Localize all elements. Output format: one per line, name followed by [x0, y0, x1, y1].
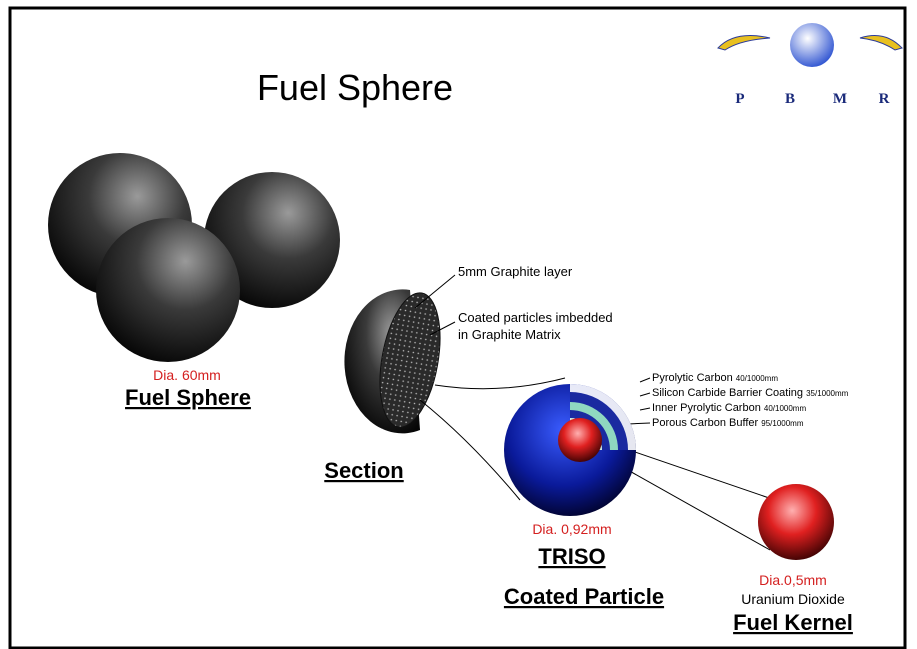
layer-thickness: 95/1000mm — [761, 419, 804, 428]
section-label: Section — [324, 458, 403, 483]
title: Fuel Sphere — [257, 67, 453, 108]
kernel-material: Uranium Dioxide — [741, 591, 845, 607]
layer-name: Silicon Carbide Barrier Coating — [652, 387, 803, 399]
logo-letter: B — [785, 91, 795, 107]
kernel-label: Fuel Kernel — [733, 610, 853, 635]
fuel-kernel — [758, 484, 834, 560]
logo-letter: P — [735, 91, 744, 107]
layer-label: Silicon Carbide Barrier Coating 35/1000m… — [652, 387, 849, 399]
callout: in Graphite Matrix — [458, 327, 561, 342]
logo-letter: M — [833, 91, 847, 107]
page: Fuel Sphere P B M R Dia. 60mm Fuel Spher… — [0, 0, 917, 649]
callout: 5mm Graphite layer — [458, 264, 573, 279]
layer-label: Pyrolytic Carbon 40/1000mm — [652, 372, 778, 384]
layer-thickness: 40/1000mm — [764, 404, 807, 413]
fuel-sphere-label: Fuel Sphere — [125, 385, 251, 410]
logo-letter: R — [879, 91, 890, 107]
layer-name: Porous Carbon Buffer — [652, 417, 759, 429]
layer-thickness: 40/1000mm — [736, 374, 779, 383]
layer-thickness: 35/1000mm — [806, 389, 849, 398]
layer-label: Inner Pyrolytic Carbon 40/1000mm — [652, 402, 806, 414]
triso-label: TRISO — [538, 544, 605, 569]
triso-particle — [504, 384, 636, 516]
layer-name: Inner Pyrolytic Carbon — [652, 402, 761, 414]
kernel-diameter: Dia.0,5mm — [759, 572, 827, 588]
layer-label: Porous Carbon Buffer 95/1000mm — [652, 417, 804, 429]
fuel-sphere-diameter: Dia. 60mm — [153, 367, 221, 383]
callout: Coated particles imbedded — [458, 310, 613, 325]
triso-diameter: Dia. 0,92mm — [532, 521, 611, 537]
layer-name: Pyrolytic Carbon — [652, 372, 733, 384]
triso-sublabel: Coated Particle — [504, 584, 664, 609]
